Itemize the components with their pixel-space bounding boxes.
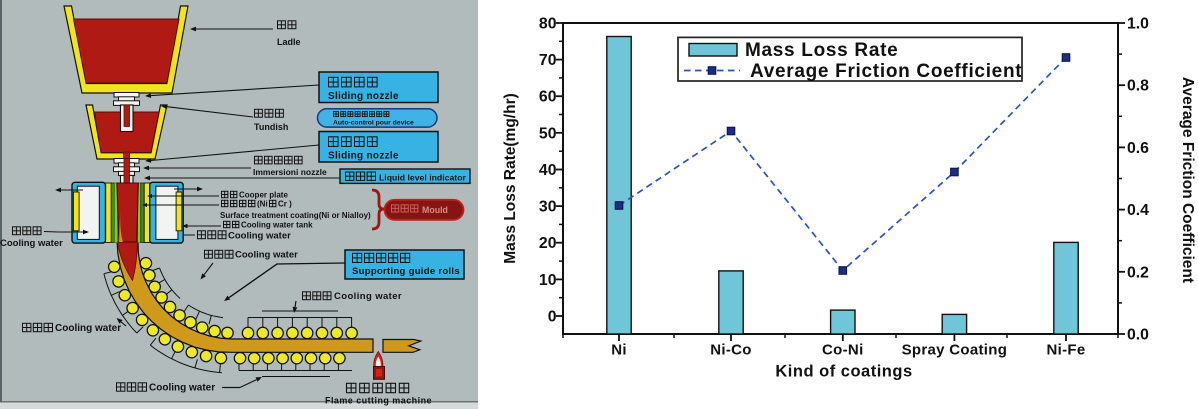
svg-text:Ni: Ni [611,342,627,359]
svg-text:30: 30 [539,199,557,216]
svg-text:Liquid level indicator: Liquid level indicator [379,172,467,182]
svg-text:40: 40 [539,162,557,179]
svg-text:Spray Coating: Spray Coating [902,342,1008,359]
svg-text:0: 0 [548,309,557,326]
svg-text:Auto-control pour device: Auto-control pour device [333,120,414,127]
svg-text:Average Friction Coefficient: Average Friction Coefficient [750,61,1022,82]
svg-text:80: 80 [539,16,557,33]
svg-text:Cooling water: Cooling water [235,250,298,261]
svg-text:Cooling water: Cooling water [334,291,402,302]
svg-text:Immersioni nozzle: Immersioni nozzle [253,167,327,177]
svg-text:Tundish: Tundish [254,122,288,132]
svg-text:Mass Loss Rate: Mass Loss Rate [745,40,898,61]
svg-text:50: 50 [539,125,557,142]
svg-text:Cooling water: Cooling water [228,231,291,242]
svg-text:Average Friction Coefficient: Average Friction Coefficient [1179,77,1196,283]
svg-text:0.4: 0.4 [1127,202,1149,219]
svg-text:70: 70 [539,52,557,69]
svg-text:20: 20 [539,235,557,252]
svg-text:Ladle: Ladle [277,37,301,47]
svg-text:Cooling water: Cooling water [0,238,63,249]
svg-text:Ni-Fe: Ni-Fe [1047,342,1086,359]
svg-text:Cooling water: Cooling water [55,323,121,334]
svg-text:Ni-Co: Ni-Co [710,342,752,359]
svg-text:60: 60 [539,89,557,106]
svg-text:(Ni: (Ni [257,200,268,209]
svg-text:Co-Ni: Co-Ni [822,342,864,359]
svg-text:Cooper plate: Cooper plate [239,191,288,200]
svg-text:Cr ): Cr ) [278,200,292,209]
svg-text:0.6: 0.6 [1127,140,1149,157]
svg-text:1.0: 1.0 [1127,16,1149,33]
svg-text:Sliding nozzle: Sliding nozzle [328,91,399,102]
svg-text:Sliding nozzle: Sliding nozzle [328,151,399,162]
svg-text:Flame cutting machine: Flame cutting machine [325,396,432,406]
svg-text:Mass Loss Rate(mg/hr): Mass Loss Rate(mg/hr) [502,93,519,264]
svg-text:0.2: 0.2 [1127,264,1149,281]
svg-text:Surface treatment coating(Ni o: Surface treatment coating(Ni or Nialloy) [220,211,371,220]
svg-text:10: 10 [539,272,557,289]
svg-text:Cooling water tank: Cooling water tank [241,221,313,230]
svg-text:Kind of coatings: Kind of coatings [775,363,912,381]
svg-text:Cooling water: Cooling water [149,383,215,394]
svg-text:0.0: 0.0 [1127,327,1149,344]
svg-text:0.8: 0.8 [1127,78,1149,95]
svg-text:Mould: Mould [422,205,448,215]
svg-text:Supporting guide rolls: Supporting guide rolls [352,266,460,277]
